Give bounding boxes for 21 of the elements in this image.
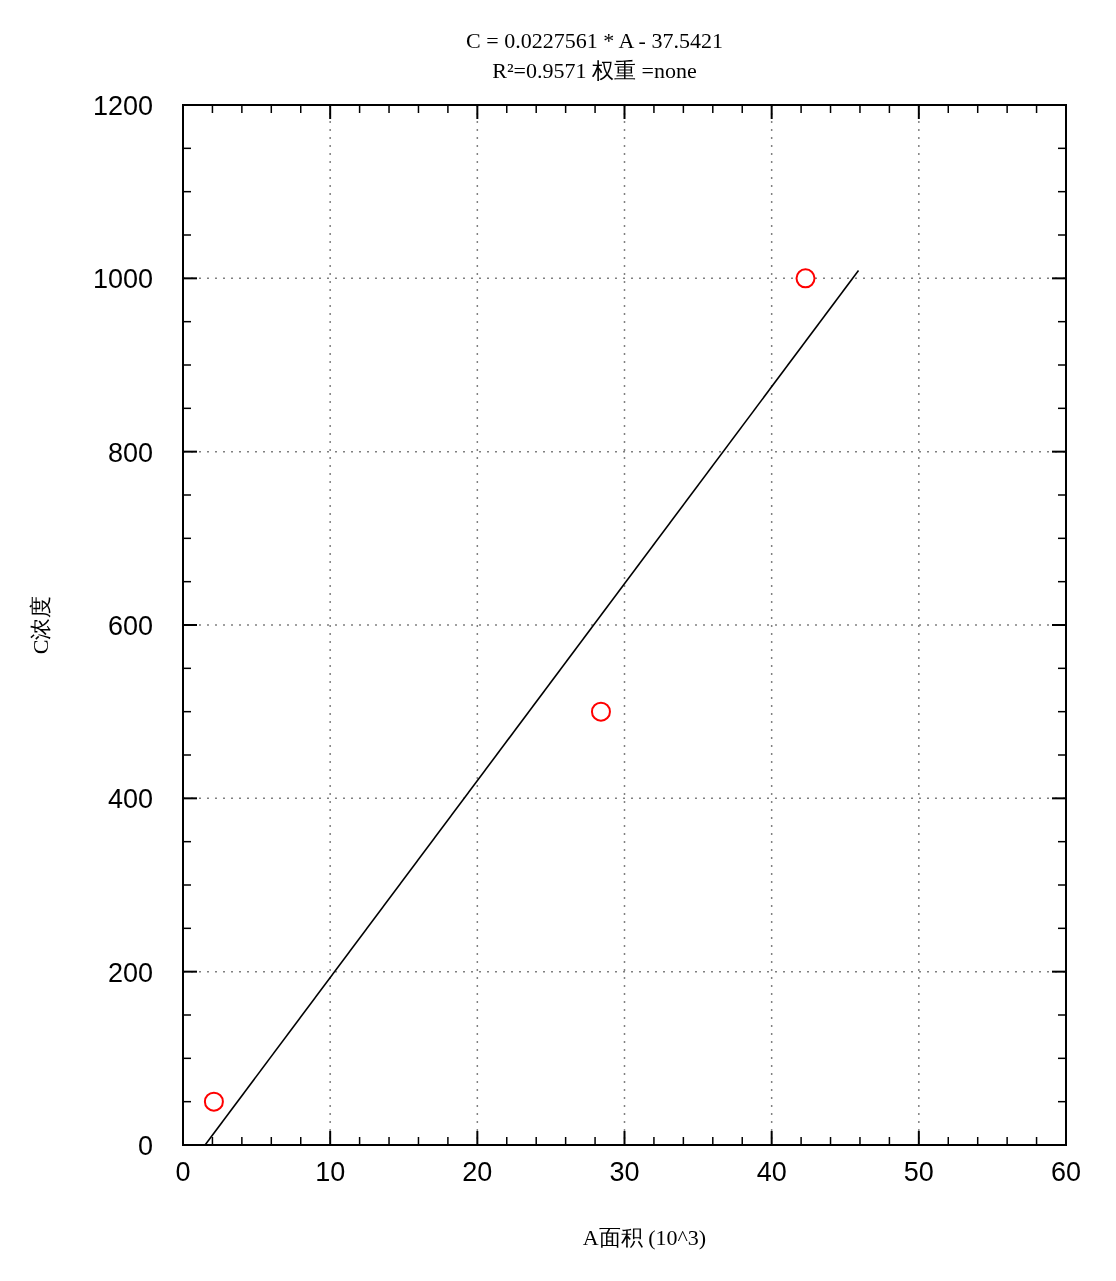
y-tick-label: 600 — [107, 611, 153, 641]
y-axis-title: C浓度 — [28, 595, 53, 655]
y-tick-label: 1200 — [92, 91, 153, 121]
y-tick-label: 0 — [137, 1131, 153, 1161]
point — [795, 268, 816, 289]
x-axis-title: A面积 (10^3) — [582, 1225, 707, 1250]
x-tick-label: 40 — [756, 1157, 787, 1187]
y-tick-label: 200 — [107, 957, 153, 988]
y-tick-label: 800 — [107, 437, 153, 468]
point — [590, 701, 611, 722]
x-tick-label: 50 — [903, 1157, 934, 1187]
chart-subtitle: R²=0.9571 权重 =none — [492, 58, 697, 83]
x-tick-label: 30 — [609, 1157, 640, 1187]
chart-title: C = 0.0227561 * A - 37.5421 — [466, 28, 723, 53]
x-tick-label: 60 — [1050, 1157, 1082, 1187]
point — [203, 1091, 224, 1112]
y-tick-label: 400 — [107, 784, 153, 815]
x-tick-label: 20 — [462, 1157, 493, 1187]
x-tick-label: 10 — [315, 1157, 346, 1187]
y-tick-label: 1000 — [92, 264, 153, 295]
x-tick-label: 0 — [175, 1157, 191, 1187]
